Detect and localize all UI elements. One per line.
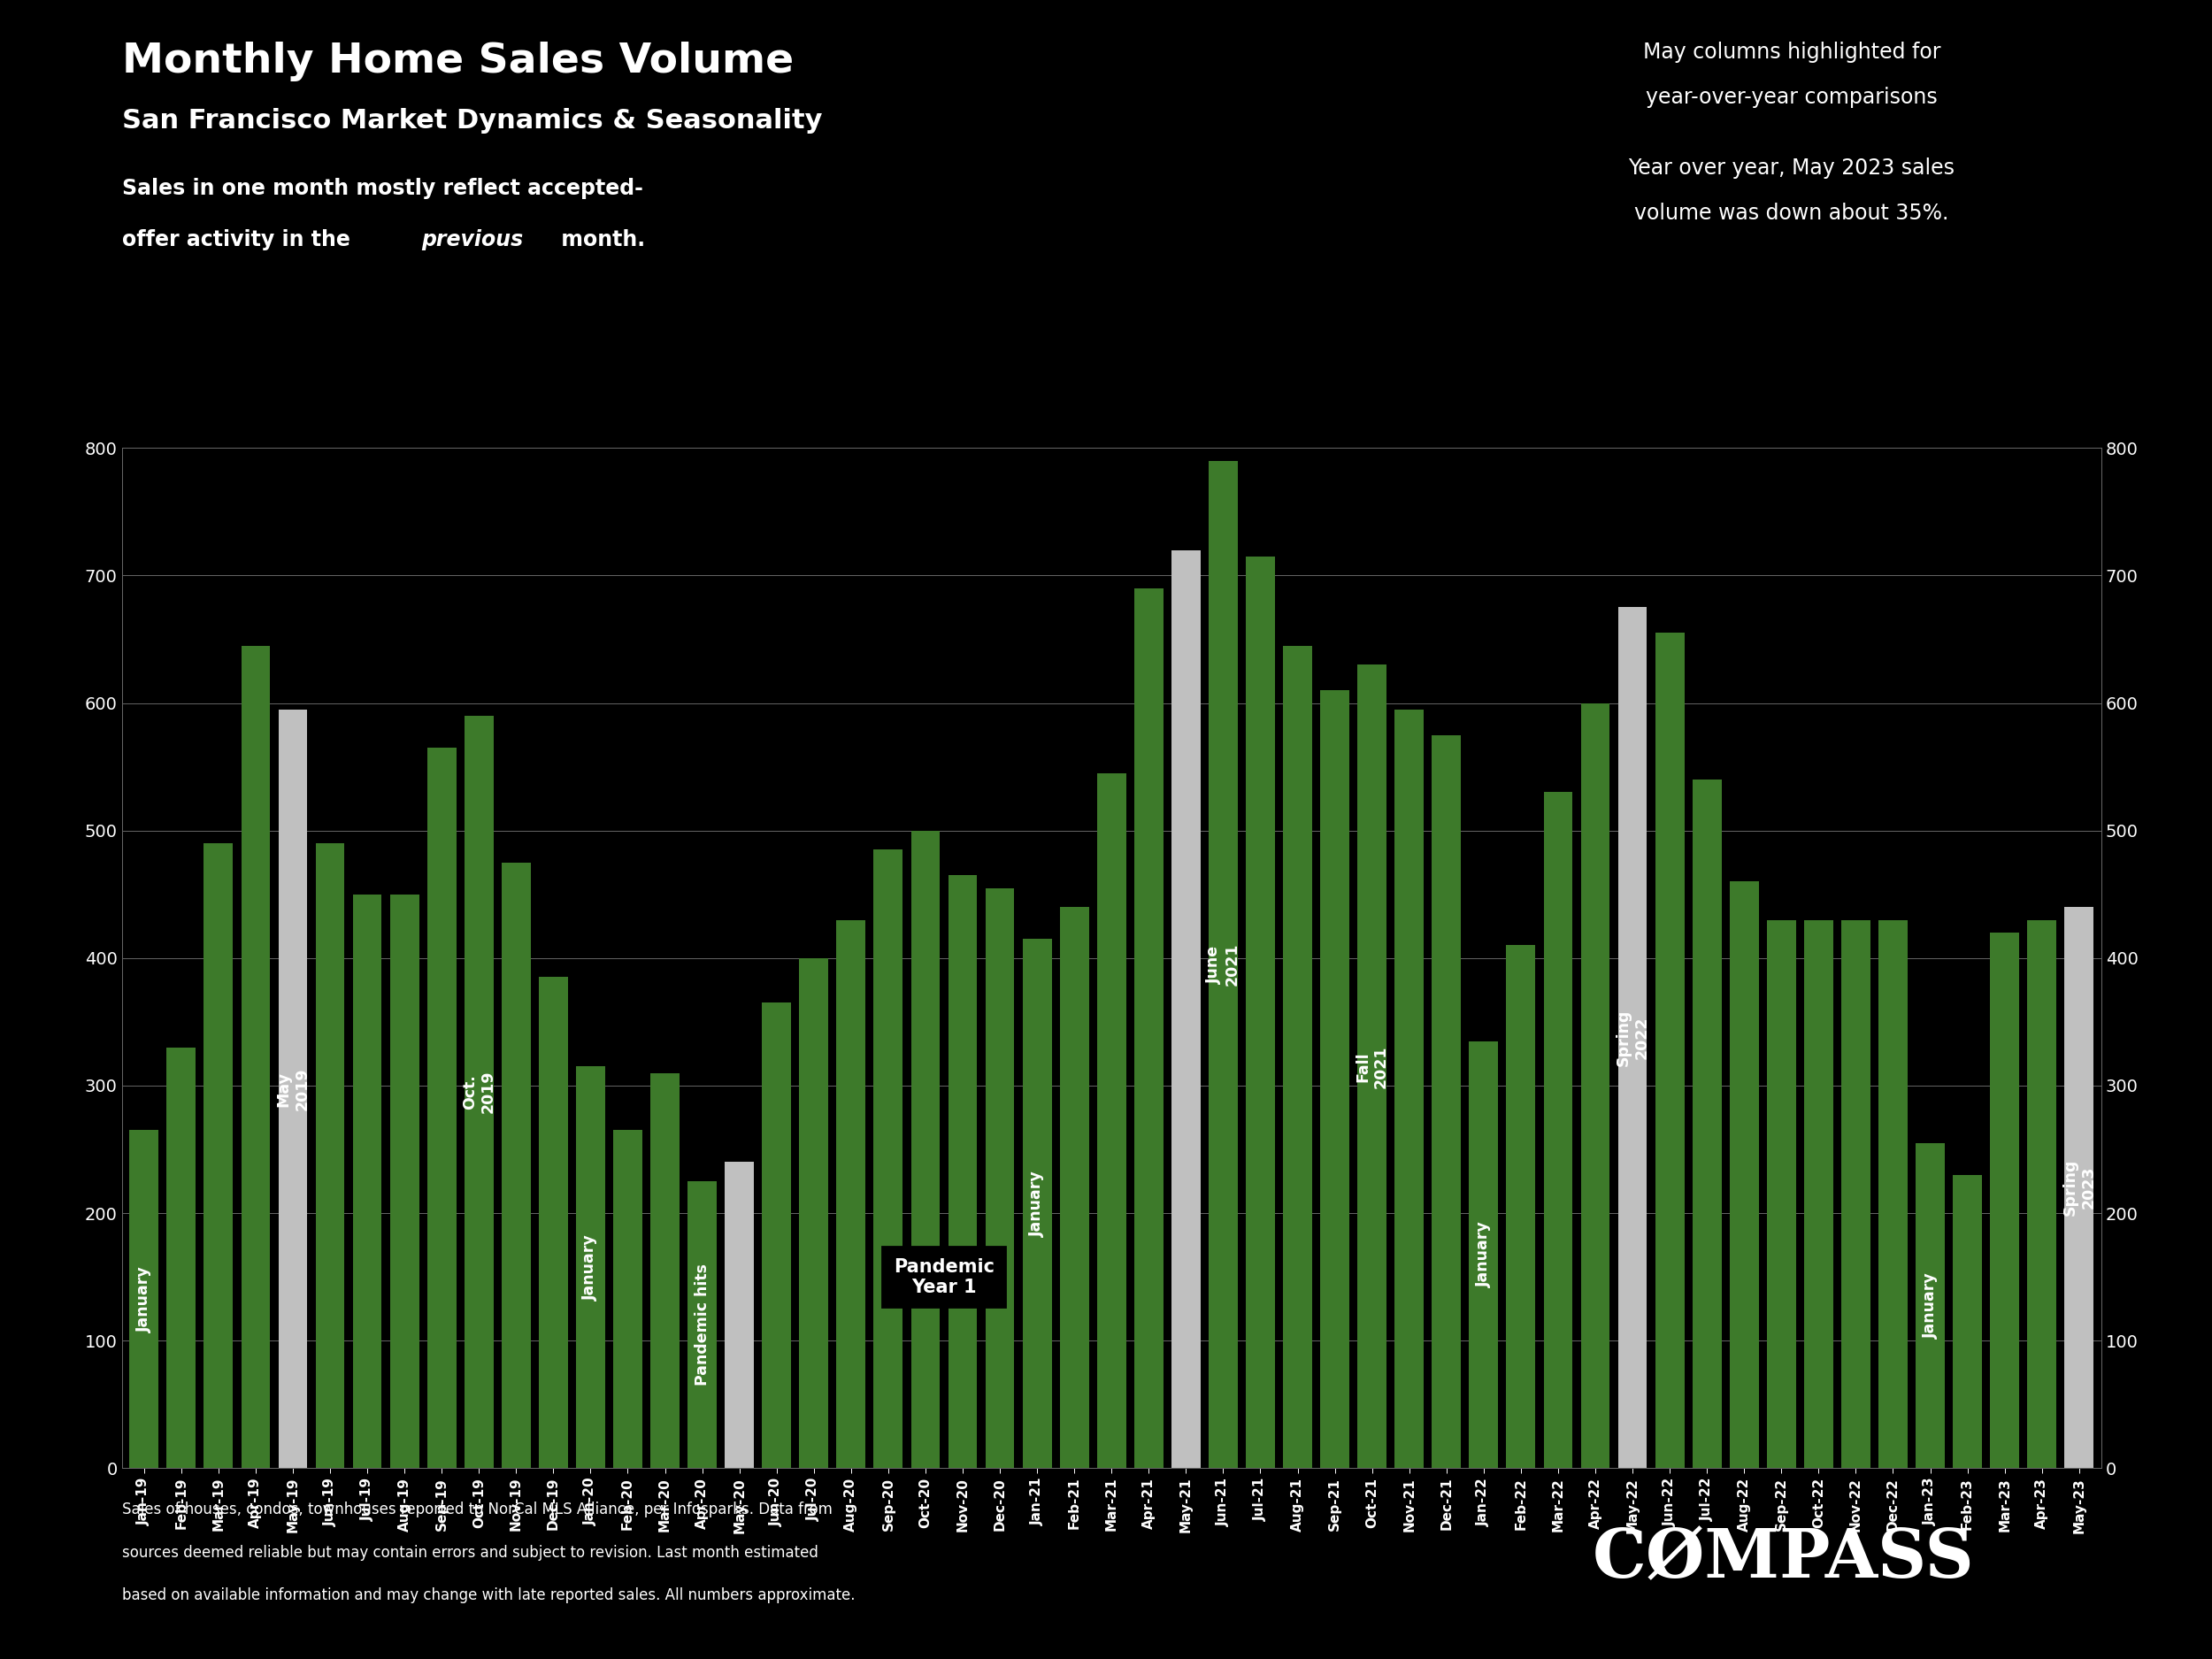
Text: Pandemic
Year 1: Pandemic Year 1 — [894, 1258, 995, 1296]
Bar — [1022, 939, 1051, 1468]
Bar — [131, 1130, 159, 1468]
Text: January: January — [582, 1234, 599, 1301]
Bar — [874, 849, 902, 1468]
Bar — [726, 1161, 754, 1468]
Bar — [1991, 932, 2020, 1468]
Bar — [1283, 645, 1312, 1468]
Bar — [1544, 793, 1573, 1468]
Text: Pandemic hits: Pandemic hits — [695, 1264, 710, 1385]
Bar — [1840, 919, 1871, 1468]
Bar — [575, 1067, 606, 1468]
Text: Fall
2021: Fall 2021 — [1356, 1045, 1389, 1088]
Bar — [1208, 461, 1239, 1468]
Bar — [279, 710, 307, 1468]
Text: year-over-year comparisons: year-over-year comparisons — [1646, 86, 1938, 108]
Text: Monthly Home Sales Volume: Monthly Home Sales Volume — [122, 41, 794, 81]
Bar — [389, 894, 418, 1468]
Bar — [1396, 710, 1425, 1468]
Text: Oct.
2019: Oct. 2019 — [462, 1070, 495, 1113]
Bar — [1582, 703, 1610, 1468]
Bar — [1953, 1175, 1982, 1468]
Text: January: January — [1029, 1171, 1044, 1236]
Bar — [836, 919, 865, 1468]
Text: CØMPASS: CØMPASS — [1593, 1526, 1975, 1591]
Bar — [1358, 665, 1387, 1468]
Bar — [166, 1047, 195, 1468]
Text: June
2021: June 2021 — [1206, 942, 1241, 985]
Text: sources deemed reliable but may contain errors and subject to revision. Last mon: sources deemed reliable but may contain … — [122, 1545, 818, 1561]
Bar — [1805, 919, 1834, 1468]
Bar — [688, 1181, 717, 1468]
Text: Sales of houses, condos, townhouses reported to NorCal MLS Alliance, per Infospa: Sales of houses, condos, townhouses repo… — [122, 1501, 832, 1518]
Bar — [1097, 773, 1126, 1468]
Bar — [465, 715, 493, 1468]
Text: volume was down about 35%.: volume was down about 35%. — [1635, 202, 1949, 224]
Bar — [2028, 919, 2057, 1468]
Text: May columns highlighted for: May columns highlighted for — [1644, 41, 1940, 63]
Bar — [427, 748, 456, 1468]
Text: January: January — [135, 1266, 153, 1332]
Bar — [1060, 907, 1088, 1468]
Bar — [650, 1073, 679, 1468]
Bar — [1469, 1040, 1498, 1468]
Text: month.: month. — [553, 229, 646, 251]
Bar — [1617, 607, 1648, 1468]
Bar — [1692, 780, 1721, 1468]
Bar — [352, 894, 383, 1468]
Text: Year over year, May 2023 sales: Year over year, May 2023 sales — [1628, 158, 1955, 179]
Bar — [949, 876, 978, 1468]
Bar — [1916, 1143, 1944, 1468]
Text: January: January — [1475, 1221, 1491, 1287]
Text: offer activity in the: offer activity in the — [122, 229, 356, 251]
Bar — [763, 1002, 792, 1468]
Bar — [540, 977, 568, 1468]
Text: Spring
2023: Spring 2023 — [2062, 1160, 2097, 1216]
Text: May
2019: May 2019 — [276, 1067, 310, 1110]
Bar — [241, 645, 270, 1468]
Text: based on available information and may change with late reported sales. All numb: based on available information and may c… — [122, 1588, 854, 1604]
Bar — [1172, 551, 1201, 1468]
Text: previous: previous — [420, 229, 522, 251]
Bar — [1878, 919, 1907, 1468]
Text: San Francisco Market Dynamics & Seasonality: San Francisco Market Dynamics & Seasonal… — [122, 108, 823, 133]
Bar — [1730, 881, 1759, 1468]
Bar — [911, 831, 940, 1468]
Bar — [1506, 946, 1535, 1468]
Bar — [799, 957, 827, 1468]
Bar — [1431, 735, 1460, 1468]
Bar — [502, 863, 531, 1468]
Bar — [2064, 907, 2093, 1468]
Bar — [1245, 556, 1274, 1468]
Text: January: January — [1922, 1272, 1938, 1339]
Bar — [984, 888, 1015, 1468]
Bar — [1655, 632, 1683, 1468]
Bar — [316, 843, 345, 1468]
Bar — [613, 1130, 641, 1468]
Bar — [204, 843, 232, 1468]
Bar — [1321, 690, 1349, 1468]
Bar — [1135, 589, 1164, 1468]
Bar — [1767, 919, 1796, 1468]
Text: Spring
2022: Spring 2022 — [1615, 1009, 1650, 1067]
Text: Sales in one month mostly reflect accepted-: Sales in one month mostly reflect accept… — [122, 178, 644, 199]
